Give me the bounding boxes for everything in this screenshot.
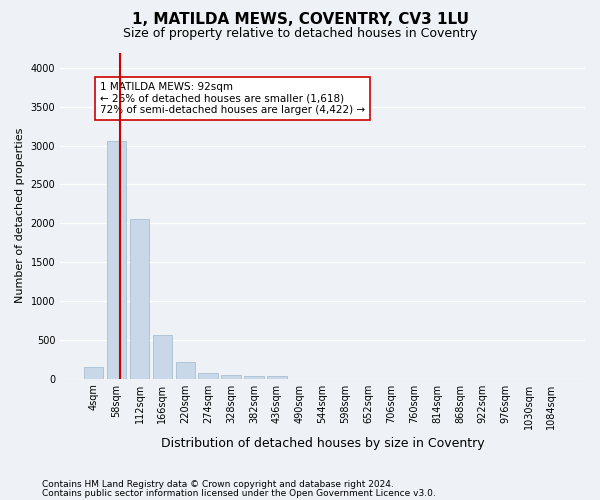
Text: Contains public sector information licensed under the Open Government Licence v3: Contains public sector information licen… [42, 489, 436, 498]
Bar [152, 335, 172, 378]
Text: 1 MATILDA MEWS: 92sqm
← 26% of detached houses are smaller (1,618)
72% of semi-d: 1 MATILDA MEWS: 92sqm ← 26% of detached … [100, 82, 365, 115]
X-axis label: Distribution of detached houses by size in Coventry: Distribution of detached houses by size … [161, 437, 484, 450]
Y-axis label: Number of detached properties: Number of detached properties [15, 128, 25, 303]
Bar [107, 141, 127, 378]
Bar [267, 376, 287, 378]
Bar [199, 373, 218, 378]
Bar [221, 374, 241, 378]
Text: 1, MATILDA MEWS, COVENTRY, CV3 1LU: 1, MATILDA MEWS, COVENTRY, CV3 1LU [131, 12, 469, 28]
Text: Contains HM Land Registry data © Crown copyright and database right 2024.: Contains HM Land Registry data © Crown c… [42, 480, 394, 489]
Bar [244, 376, 263, 378]
Bar [84, 367, 103, 378]
Bar [176, 362, 195, 378]
Bar [130, 218, 149, 378]
Text: Size of property relative to detached houses in Coventry: Size of property relative to detached ho… [123, 28, 477, 40]
